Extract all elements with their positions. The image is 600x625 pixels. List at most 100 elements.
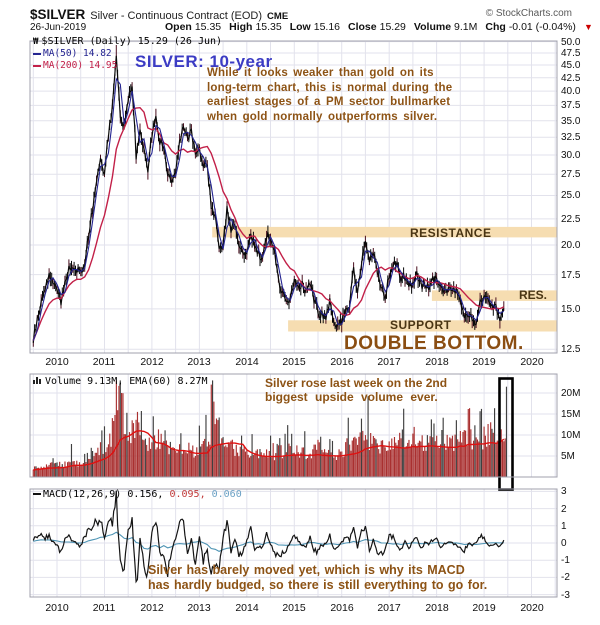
macd-axis-tick: 2 [561,504,567,515]
macd-axis-tick: 3 [561,486,567,497]
quote-label-volume: Volume [413,21,452,33]
year-label-mid: 2015 [282,356,306,368]
price-axis-tick: 15.0 [561,304,581,315]
price-axis-tick: 27.5 [561,169,581,180]
price-legend-title: $SILVER (Daily) 15.29 (26 Jun) [41,36,223,47]
macd-value: 0.156, [127,489,164,500]
macd-hist-value: 0.060 [211,489,242,500]
ma200-legend-label: MA(200) 14.95 [43,60,118,71]
price-axis-tick: 17.5 [561,270,581,281]
commentary-line: While it looks weaker than gold on its [207,67,434,79]
volume-axis-tick: 10M [561,430,581,441]
price-axis-tick: 25.0 [561,190,581,201]
quote-value-open: 15.35 [194,21,222,33]
macd-line-swatch [33,493,41,495]
year-label-mid: 2017 [377,356,401,368]
price-legend: ₩ $SILVER (Daily) 15.29 (26 Jun) [33,36,222,47]
macd-axis-tick: 0 [561,538,567,549]
volume-legend-label: Volume 9.13M, EMA(60) 8.27M [45,376,208,387]
year-label-bottom: 2014 [235,602,259,614]
price-axis-tick: 35.0 [561,116,581,127]
price-axis-tick: 12.5 [561,344,581,355]
chart-header: $SILVER Silver - Continuous Contract (EOD… [30,6,590,24]
year-label-bottom: 2012 [140,602,164,614]
ma200-line [32,106,505,341]
year-label-bottom: 2017 [377,602,401,614]
attribution: © StockCharts.com [485,8,572,19]
year-label-mid: 2010 [45,356,69,368]
year-label-mid: 2013 [187,356,211,368]
year-label-mid: 2012 [140,356,164,368]
macd-legend-name: MACD(12,26,9) [43,489,122,500]
year-label-bottom: 2010 [45,602,69,614]
commentary-line: earliest stages of a PM sector bullmarke… [207,96,451,108]
price-axis-tick: 45.0 [561,60,581,71]
sharpchart-icon: ₩ [33,37,39,47]
quote-value-chg: -0.01 (-0.04%) [508,21,576,33]
year-label-bottom: 2020 [520,602,544,614]
chart-date: 26-Jun-2019 [30,22,87,33]
quote-label-open: Open [165,21,192,33]
commentary-line: long-term chart, this is normal during t… [207,81,453,94]
quote-row: Open 15.35 High 15.35 Low 15.16 Close 15.29 Volu… [165,21,593,33]
quote-label-close: Close [348,21,377,33]
ma50-line [32,77,505,341]
macd-line [32,490,505,584]
support-label: SUPPORT [390,318,452,332]
resistance-label: RESISTANCE [410,226,492,240]
res-label: RES. [519,288,548,302]
ma50-line-swatch [33,52,41,55]
volume-annotation-line: biggest upside volume ever. [265,389,438,404]
ma50-legend: MA(50) 14.82 [33,48,112,59]
volume-legend: Volume 9.13M, EMA(60) 8.27M [33,376,208,387]
quote-label-low: Low [289,21,311,33]
exchange-label: CME [267,11,289,22]
macd-axis-tick: 1 [561,521,567,532]
volume-axis-tick: 20M [561,388,581,399]
quote-value-low: 15.16 [313,21,341,33]
volume-axis-tick: 15M [561,409,581,420]
price-axis-tick: 40.0 [561,86,581,97]
macd-axis-tick: -3 [561,590,570,601]
volume-axis-tick: 5M [561,451,575,462]
quote-value-volume: 9.1M [454,21,478,33]
title-annotation: SILVER: 10-year [135,52,273,71]
price-axis-tick: 47.5 [561,48,581,59]
instrument-name: Silver - Continuous Contract (EOD) [90,10,263,22]
macd-legend: MACD(12,26,9) 0.156, 0.095, 0.060 [33,489,242,500]
price-axis-tick: 32.5 [561,132,581,143]
year-label-mid: 2014 [235,356,259,368]
macd-annotation-line: Silver has barely moved yet, which is wh… [148,563,465,577]
volume-annotation-line: Silver rose last week on the 2nd [265,376,448,390]
price-axis-tick: 42.5 [561,73,581,84]
macd-signal-line [33,531,504,553]
macd-annotation: Silver has barely moved yet, which is wh… [148,563,487,592]
ticker-symbol: $SILVER [30,7,86,22]
price-axis-tick: 50.0 [561,37,581,48]
price-axis-tick: 20.0 [561,240,581,251]
commentary-line: when gold normally outperforms silver. [207,110,438,123]
volume-annotation: Silver rose last week on the 2nd biggest… [265,376,448,404]
quote-label-chg: Chg [485,21,506,33]
year-label-bottom: 2018 [425,602,449,614]
chg-down-icon: ▼ [583,22,593,32]
year-label-mid: 2018 [425,356,449,368]
double-bottom-label: DOUBLE BOTTOM. [344,333,524,354]
price-line [32,55,505,343]
ma200-line-swatch [33,64,41,67]
macd-annotation-line: has hardly budged, so there is still eve… [148,577,488,592]
year-label-mid: 2011 [92,356,116,368]
commentary-paragraph: While it looks weaker than gold on its l… [207,66,452,124]
price-axis-tick: 37.5 [561,100,581,111]
year-label-mid: 2020 [520,356,544,368]
quote-value-close: 15.29 [379,21,406,33]
year-label-bottom: 2013 [187,602,211,614]
ma200-legend: MA(200) 14.95 [33,60,117,71]
year-label-bottom: 2016 [330,602,354,614]
year-label-mid: 2016 [330,356,354,368]
macd-axis-tick: -2 [561,572,570,583]
macd-axis-tick: -1 [561,555,570,566]
macd-signal-value: 0.095, [169,489,206,500]
